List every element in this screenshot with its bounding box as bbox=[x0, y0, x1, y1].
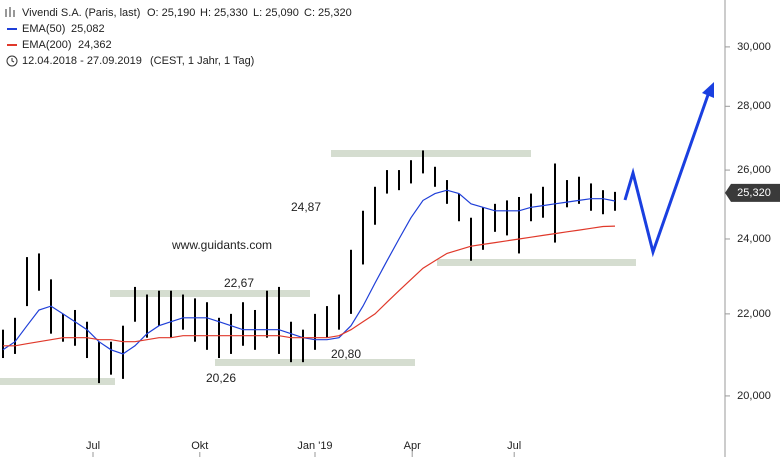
x-tick-label: Jan '19 bbox=[297, 440, 332, 452]
plot-area bbox=[2, 150, 616, 384]
x-tick-label: Jul bbox=[86, 440, 100, 452]
zone bbox=[331, 150, 531, 157]
quote: L: 25,090 bbox=[253, 7, 299, 19]
y-tick-label: 26,000 bbox=[737, 164, 771, 176]
x-tick-label: Jul bbox=[507, 440, 521, 452]
annotation: 24,87 bbox=[291, 200, 321, 214]
y-tick-label: 30,000 bbox=[737, 41, 771, 53]
zone bbox=[110, 290, 310, 297]
zone bbox=[437, 259, 636, 266]
ema-line bbox=[3, 225, 616, 347]
y-tick-label: 22,000 bbox=[737, 308, 771, 320]
annotation: 20,80 bbox=[331, 347, 361, 361]
clock-hand bbox=[11, 58, 15, 63]
ema-line bbox=[2, 189, 616, 355]
arrow-head bbox=[702, 82, 714, 98]
legend-value: 25,082 bbox=[71, 23, 105, 35]
legend-label: EMA(200) bbox=[22, 39, 72, 51]
zone bbox=[215, 359, 415, 366]
zone bbox=[0, 378, 115, 385]
y-tick-label: 20,000 bbox=[737, 390, 771, 402]
last-price-box bbox=[725, 183, 780, 202]
clock-icon bbox=[6, 55, 18, 67]
period-note: (CEST, 1 Jahr, 1 Tag) bbox=[150, 55, 254, 67]
title: Vivendi S.A. (Paris, last) bbox=[22, 7, 140, 19]
period: 12.04.2018 - 27.09.2019 bbox=[22, 55, 142, 67]
quote: H: 25,330 bbox=[200, 7, 248, 19]
annotation: 22,67 bbox=[224, 276, 254, 290]
legend-value: 24,362 bbox=[78, 39, 112, 51]
y-tick-label: 24,000 bbox=[737, 233, 771, 245]
y-tick-label: 28,000 bbox=[737, 100, 771, 112]
last-price-label: 25,320 bbox=[737, 187, 771, 199]
watermark: www.guidants.com bbox=[171, 238, 272, 252]
projection-arrow bbox=[623, 91, 711, 258]
legend-label: EMA(50) bbox=[22, 23, 65, 35]
x-tick-label: Okt bbox=[191, 440, 208, 452]
annotation: 20,26 bbox=[206, 371, 236, 385]
quote: O: 25,190 bbox=[147, 7, 195, 19]
x-tick-label: Apr bbox=[404, 440, 421, 452]
quote: C: 25,320 bbox=[304, 7, 352, 19]
icon bbox=[5, 7, 15, 17]
